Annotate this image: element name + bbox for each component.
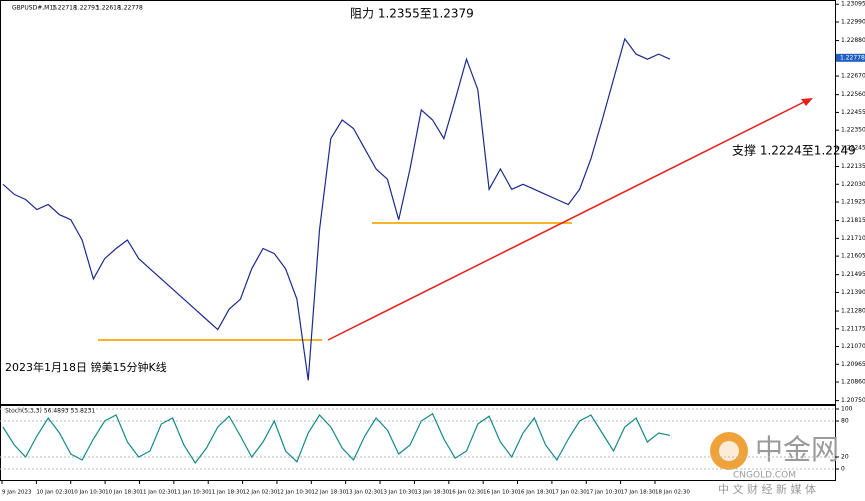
y-tick-label: 20 <box>841 454 849 461</box>
indicator-frame <box>0 405 836 481</box>
watermark-site: CNGOLD.COM <box>733 471 796 481</box>
ohlc-value: 1.22718 <box>52 5 77 12</box>
y-tick-label: 1.23095 <box>841 1 865 8</box>
x-tick-label: 10 Jan 02:30 <box>36 490 71 496</box>
x-tick-label: 12 Jan 02:30 <box>243 490 278 496</box>
y-tick-label: 1.21070 <box>841 343 865 350</box>
x-tick-label: 18 Jan 02:30 <box>655 490 690 496</box>
x-tick-label: 13 Jan 02:30 <box>346 490 381 496</box>
y-tick-label: 1.22670 <box>841 73 865 80</box>
y-tick-label: 1.22990 <box>841 18 865 25</box>
x-tick-label: 16 Jan 18:30 <box>518 490 553 496</box>
y-tick-label: 1.21815 <box>841 217 865 224</box>
x-tick-label: 13 Jan 18:30 <box>414 490 449 496</box>
y-tick-label: 100 <box>841 406 853 413</box>
y-tick-label: 1.21925 <box>841 199 865 206</box>
symbol-label: GBPUSD#,M15 <box>12 5 57 12</box>
x-tick-label: 12 Jan 18:30 <box>311 490 346 496</box>
y-tick-label: 1.21495 <box>841 271 865 278</box>
trend-arrow-head <box>801 98 813 106</box>
chart-title: 2023年1月18日 镑美15分钟K线 <box>5 360 167 374</box>
y-tick-label: 1.20860 <box>841 379 865 386</box>
ohlc-value: 1.22778 <box>118 5 143 12</box>
support-annotation: 支撑 1.2224至1.2249 <box>732 143 856 158</box>
x-tick-label: 10 Jan 10:30 <box>71 490 106 496</box>
x-tick-label: 9 Jan 2023 <box>2 490 32 496</box>
x-tick-label: 16 Jan 02:30 <box>449 490 484 496</box>
y-tick-label: 1.22560 <box>841 91 865 98</box>
main-frame <box>0 0 836 405</box>
ohlc-value: 1.22618 <box>96 5 121 12</box>
x-tick-label: 17 Jan 18:30 <box>621 490 656 496</box>
y-tick-label: 1.22455 <box>841 109 865 116</box>
trend-line <box>327 100 807 341</box>
y-tick-label: 0 <box>841 466 845 473</box>
y-tick-label: 1.22245 <box>841 144 865 151</box>
y-tick-label: 1.22880 <box>841 37 865 44</box>
series-line <box>2 412 671 465</box>
y-tick-label: 1.21280 <box>841 308 865 315</box>
ohlc-value: 1.22793 <box>74 5 99 12</box>
y-tick-label: 1.20750 <box>841 397 865 404</box>
x-tick-label: 17 Jan 10:30 <box>586 490 621 496</box>
x-tick-label: 16 Jan 10:30 <box>483 490 518 496</box>
y-tick-label: 1.21175 <box>841 325 865 332</box>
x-tick-label: 12 Jan 10:30 <box>277 490 312 496</box>
y-tick-label: 80 <box>841 418 849 425</box>
y-tick-label: 1.22350 <box>841 127 865 134</box>
y-tick-label: 1.21605 <box>841 253 865 260</box>
x-tick-label: 10 Jan 18:30 <box>105 490 140 496</box>
x-tick-label: 11 Jan 10:30 <box>174 490 209 496</box>
last-price-label: 1.22778 <box>840 54 865 61</box>
series-line <box>2 37 671 381</box>
indicator-title: Stoch(5,3,3) 56.4893 53.8231 <box>5 408 96 415</box>
x-tick-label: 11 Jan 18:30 <box>208 490 243 496</box>
x-tick-label: 11 Jan 02:30 <box>139 490 174 496</box>
y-tick-label: 1.22030 <box>841 181 865 188</box>
last-price-box <box>836 53 865 62</box>
y-tick-label: 1.21390 <box>841 289 865 296</box>
y-tick-label: 1.20965 <box>841 361 865 368</box>
resistance-annotation: 阻力 1.2355至1.2379 <box>350 7 474 21</box>
logo-inner <box>719 441 739 461</box>
x-tick-label: 17 Jan 02:30 <box>552 490 587 496</box>
watermark-slogan: 中 文 财 经 新 媒 体 <box>718 482 816 496</box>
y-tick-label: 1.21710 <box>841 235 865 242</box>
x-tick-label: 13 Jan 10:30 <box>380 490 415 496</box>
y-tick-label: 1.22135 <box>841 163 865 170</box>
watermark-brand: 中金网 <box>755 433 839 466</box>
